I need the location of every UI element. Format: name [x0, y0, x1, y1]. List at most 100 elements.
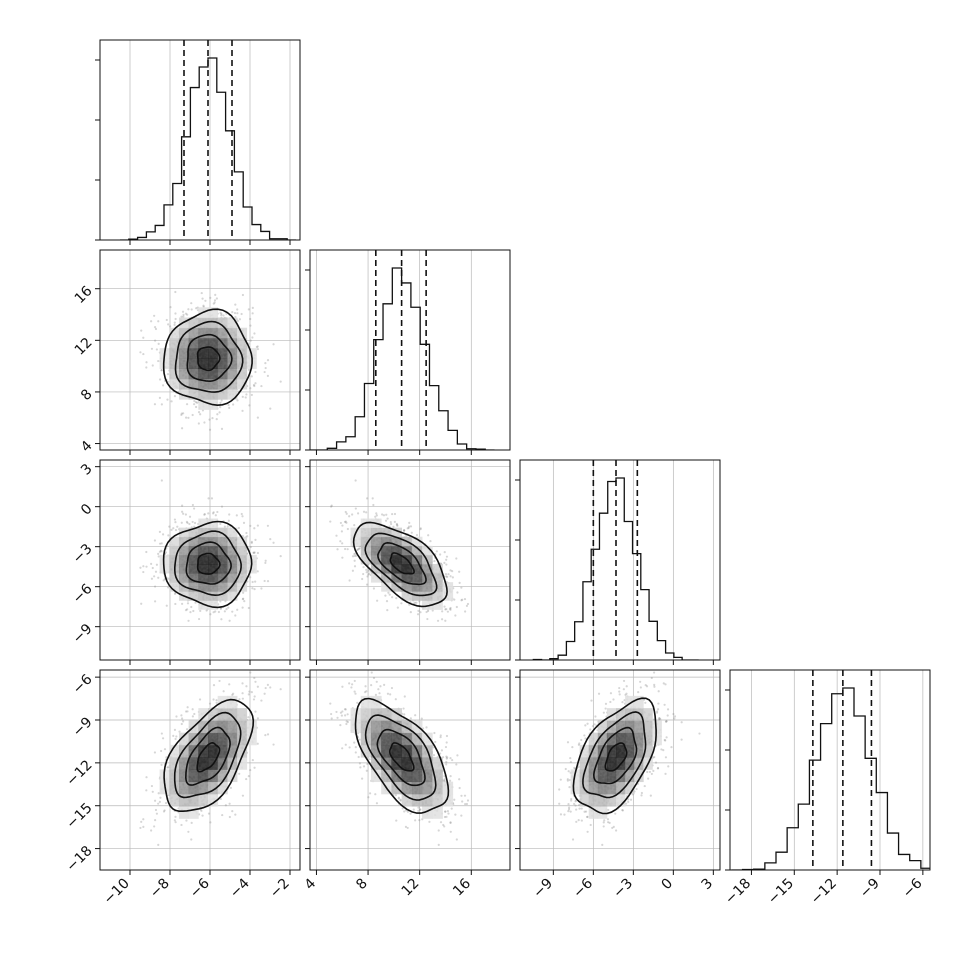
scatter-point [166, 398, 169, 401]
contour-line [364, 532, 438, 597]
density-cell [169, 337, 180, 349]
scatter-point [181, 510, 184, 513]
scatter-point [237, 526, 240, 530]
scatter-point [220, 312, 223, 315]
scatter-point [234, 614, 237, 617]
density-cell [208, 600, 219, 610]
scatter-point [174, 737, 177, 741]
density-cell [178, 573, 190, 583]
scatter-point [458, 570, 461, 573]
y-tick-label: 0 [78, 501, 96, 519]
density-cell [217, 536, 228, 547]
density-cell [169, 368, 180, 380]
scatter-point [368, 572, 371, 575]
scatter-point [387, 591, 390, 594]
scatter-point [272, 541, 275, 544]
density-cell [188, 378, 199, 390]
scatter-point [346, 527, 349, 531]
scatter-point [329, 520, 332, 523]
scatter-point [180, 427, 184, 430]
density-cell [411, 564, 423, 574]
scatter-point [203, 421, 206, 424]
density-cell [208, 368, 219, 380]
density-cell [227, 317, 238, 329]
density-cell [188, 582, 199, 592]
density-cell [391, 545, 403, 556]
scatter-point [188, 522, 191, 526]
scatter-point [145, 789, 148, 792]
panel-contents [139, 671, 282, 846]
scatter-point [266, 733, 270, 736]
panel-frame [99, 459, 301, 661]
density-cell [217, 527, 228, 538]
density-cell [237, 564, 248, 574]
scatter-point [351, 555, 355, 558]
scatter-point [215, 699, 218, 702]
x-tick-label: −18 [722, 876, 754, 908]
scatter-point [254, 382, 257, 385]
scatter-point [279, 555, 282, 558]
scatter-point [248, 690, 251, 693]
scatter-point [251, 336, 254, 339]
density-cell [208, 307, 219, 318]
scatter-point [167, 323, 170, 326]
density-cell [217, 582, 228, 592]
density-cell [178, 536, 190, 547]
scatter-point [263, 370, 266, 374]
scatter-point [266, 374, 270, 377]
scatter-point [395, 522, 398, 526]
scatter-point [241, 515, 244, 518]
scatter-point [446, 610, 449, 613]
density-cell [422, 545, 433, 556]
scatter-point [157, 576, 160, 579]
scatter-point [174, 290, 177, 294]
y-tick-label: 16 [72, 283, 96, 307]
scatter-point [256, 348, 260, 351]
density-cell [227, 591, 238, 601]
scatter-point [366, 575, 369, 578]
scatter-point [158, 530, 161, 533]
scatter-point [385, 600, 389, 603]
scatter-point [154, 339, 157, 342]
scatter-point [443, 605, 446, 608]
scatter-point [391, 512, 394, 516]
density-cell [217, 317, 228, 329]
scatter-point [384, 594, 387, 597]
scatter-point [219, 607, 222, 610]
scatter-point [362, 566, 365, 569]
scatter-point [413, 601, 416, 604]
scatter-point [353, 554, 356, 558]
scatter-point [436, 619, 440, 622]
scatter-point [157, 359, 160, 363]
density-cell [237, 368, 248, 380]
scatter-point [375, 512, 378, 515]
density-cell [370, 564, 382, 574]
scatter-point [409, 525, 413, 528]
y-tick-label: −3 [70, 541, 96, 567]
density-cell [188, 554, 199, 565]
scatter-point [251, 580, 254, 584]
scatter-point [367, 573, 370, 576]
scatter-point [354, 507, 357, 510]
density-cell [198, 337, 209, 349]
density-cell [198, 389, 209, 400]
density-cell [217, 327, 228, 339]
scatter-point [182, 412, 185, 415]
scatter-point [191, 715, 194, 718]
scatter-point [427, 534, 430, 537]
scatter-point [376, 599, 379, 602]
scatter-point [245, 531, 248, 535]
scatter-point [139, 566, 142, 569]
scatter-point [464, 610, 467, 613]
density-cell [227, 337, 238, 349]
scatter-point [166, 373, 170, 376]
density-cell [169, 348, 180, 359]
scatter-point [453, 598, 456, 601]
scatter-point [255, 345, 258, 349]
scatter-point [426, 617, 429, 621]
scatter-point [365, 571, 368, 574]
scatter-point [465, 604, 469, 607]
scatter-point [392, 525, 395, 528]
scatter-point [173, 728, 177, 731]
density-cell [381, 582, 392, 592]
